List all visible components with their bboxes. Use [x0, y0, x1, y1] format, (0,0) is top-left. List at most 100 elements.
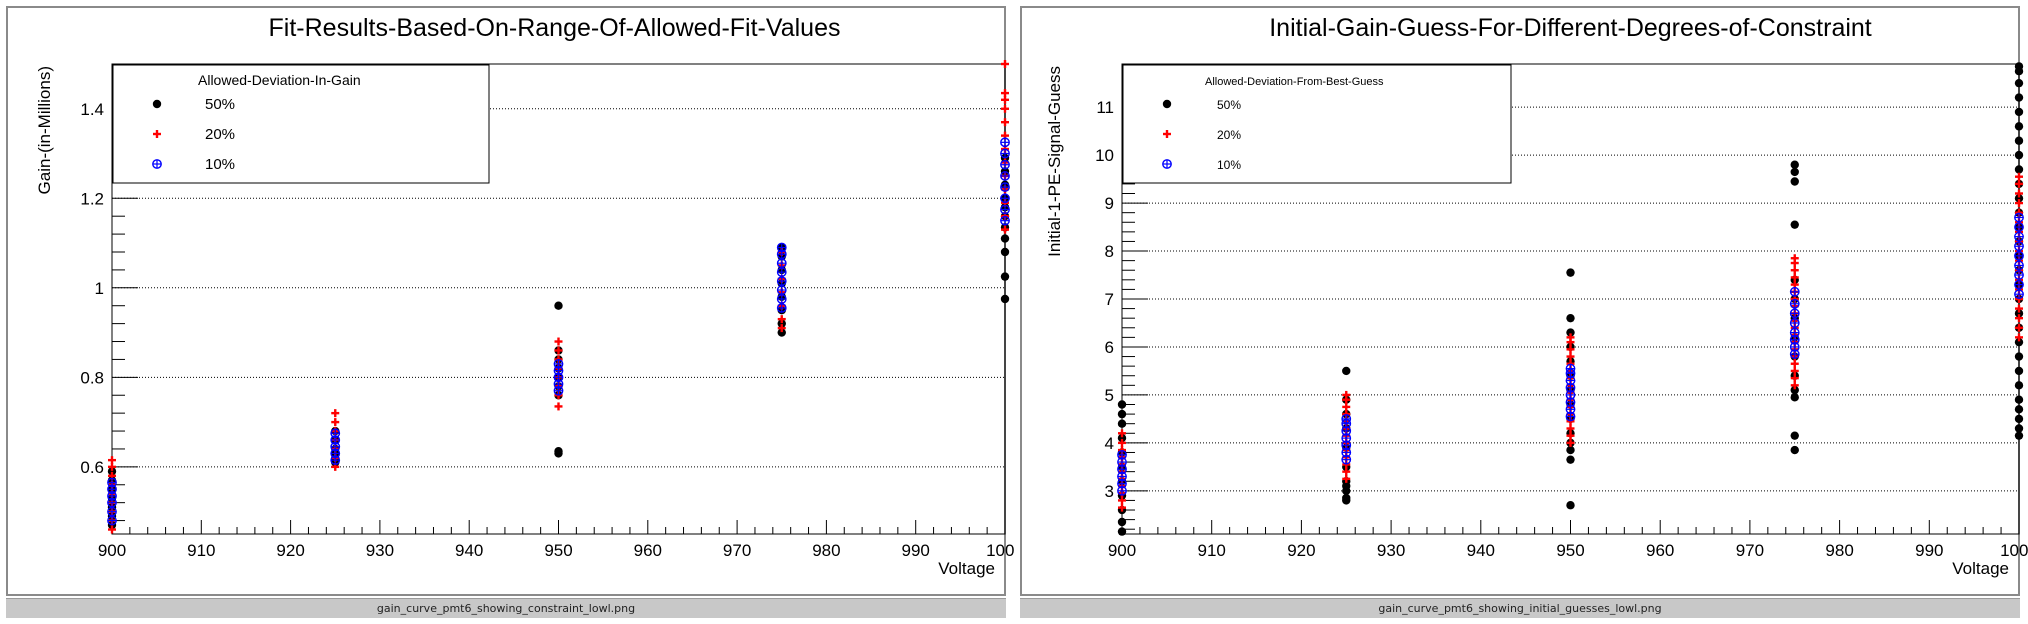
right-canvas-statusbar: gain_curve_pmt6_showing_initial_guesses_… [1020, 598, 2020, 618]
x-tick-label: 900 [98, 541, 126, 560]
data-point [2015, 199, 2023, 208]
data-point [1117, 409, 1127, 419]
data-point [2014, 241, 2024, 252]
data-point [1790, 431, 1799, 440]
legend-title: Allowed-Deviation-From-Best-Guess [1205, 76, 1384, 88]
data-point [2014, 289, 2024, 300]
legend-marker [1163, 130, 1171, 138]
data-point [2014, 431, 2024, 440]
data-point [108, 525, 116, 534]
data-point [1117, 400, 1127, 409]
data-point [1790, 220, 1799, 229]
data-point [1566, 438, 1575, 447]
data-point [554, 337, 563, 346]
data-point [1566, 345, 1575, 354]
data-point [1790, 160, 1799, 169]
data-point [1789, 286, 1800, 297]
x-tick-label: 990 [1915, 541, 1943, 560]
data-point [107, 467, 117, 476]
data-point [1789, 318, 1800, 328]
data-point [2014, 250, 2024, 261]
data-point [2014, 309, 2024, 318]
data-point [2014, 270, 2024, 280]
chart-title: Fit-Results-Based-On-Range-Of-Allowed-Fi… [269, 14, 841, 42]
y-tick-label: 4 [1105, 434, 1114, 453]
x-tick-label: 1000 [986, 541, 1014, 560]
data-point [1342, 390, 1351, 399]
x-tick-label: 970 [1736, 541, 1764, 560]
data-point [1342, 402, 1351, 411]
data-point [554, 301, 563, 310]
y-tick-label: 10 [1095, 146, 1114, 165]
data-point [776, 294, 787, 304]
data-point [1790, 167, 1799, 177]
data-point [1117, 433, 1127, 443]
data-point [1000, 137, 1010, 148]
y-tick-label: 8 [1105, 242, 1114, 261]
data-point [1790, 374, 1799, 383]
data-point [1001, 118, 1009, 127]
data-point [1790, 393, 1799, 402]
data-point [1118, 438, 1126, 447]
gain-fit-chart: Fit-Results-Based-On-Range-Of-Allowed-Fi… [35, 14, 1014, 578]
data-point [1342, 493, 1351, 503]
legend: Allowed-Deviation-In-Gain 50% 20% 10% [112, 64, 490, 184]
data-point [2014, 279, 2024, 290]
data-point [1566, 424, 1575, 433]
data-point [107, 477, 117, 488]
y-tick-label: 7 [1105, 290, 1114, 309]
right-canvas-panel: Initial-Gain-Guess-For-Different-Degrees… [1014, 0, 2028, 624]
data-point [2015, 304, 2023, 313]
x-tick-label: 960 [634, 541, 662, 560]
data-point [2014, 260, 2024, 271]
data-point [1342, 366, 1351, 376]
legend-title: Allowed-Deviation-In-Gain [198, 72, 361, 88]
data-point [1117, 527, 1127, 536]
legend-entry: 10% [1217, 158, 1241, 172]
data-point [1000, 204, 1010, 215]
data-point [1000, 193, 1010, 204]
data-point [1790, 385, 1799, 395]
x-tick-label: 910 [1198, 541, 1226, 560]
legend-entry: 20% [205, 126, 235, 143]
data-point [2015, 172, 2023, 181]
x-axis-label: Voltage [1952, 559, 2009, 578]
data-point [1790, 445, 1799, 455]
data-point [1342, 467, 1351, 476]
data-point [1000, 171, 1010, 181]
data-point [1001, 89, 1009, 98]
x-tick-label: 920 [1287, 541, 1315, 560]
data-point [2014, 337, 2024, 347]
data-point [107, 515, 117, 526]
data-point [1000, 159, 1010, 170]
x-tick-label: 940 [1467, 541, 1495, 560]
data-point [554, 346, 563, 355]
data-point [2014, 414, 2024, 424]
data-point [1566, 501, 1575, 510]
data-point [1566, 313, 1575, 323]
x-tick-label: 980 [812, 541, 840, 560]
data-point [1790, 177, 1799, 186]
data-point [1566, 328, 1575, 337]
x-axis-label: Voltage [938, 559, 995, 578]
data-point [1000, 294, 1010, 304]
data-point [1000, 215, 1010, 226]
x-tick-label: 930 [366, 541, 394, 560]
data-point [776, 276, 787, 286]
data-point [1566, 431, 1575, 440]
data-point [777, 328, 786, 337]
data-point [108, 456, 116, 465]
x-tick-label: 970 [723, 541, 751, 560]
data-point [1000, 182, 1010, 192]
data-point [1001, 95, 1009, 104]
y-tick-label: 9 [1105, 194, 1114, 213]
data-point [776, 303, 787, 313]
data-point [107, 506, 117, 517]
data-point [2014, 395, 2024, 404]
data-point [1341, 413, 1352, 424]
y-tick-label: 11 [1096, 98, 1114, 117]
data-point [2014, 231, 2024, 242]
data-point [2014, 122, 2024, 131]
data-point [553, 359, 564, 369]
data-point [2014, 366, 2024, 376]
